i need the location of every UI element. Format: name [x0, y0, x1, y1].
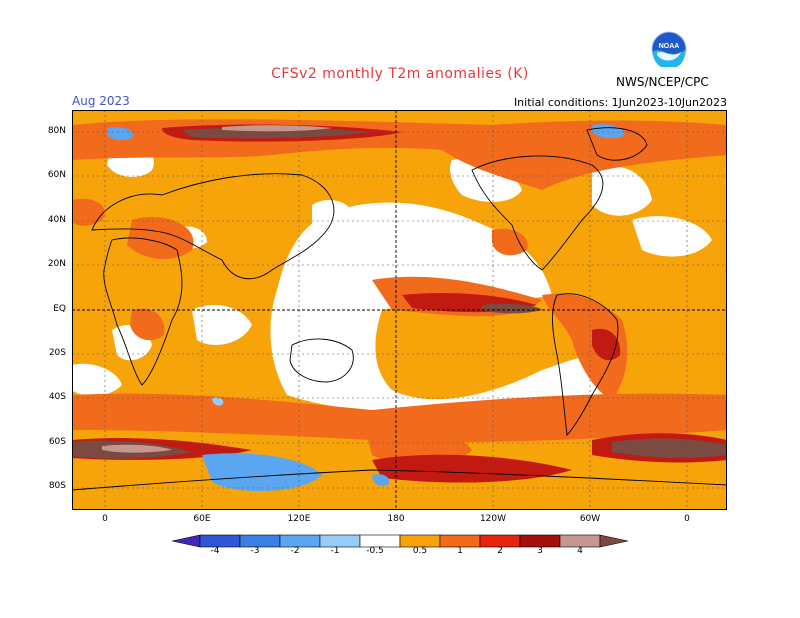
map-title: CFSv2 monthly T2m anomalies (K) [271, 66, 529, 82]
colorbar-segment [172, 534, 201, 548]
lat-label: 80S [48, 481, 66, 491]
lon-label: 120E [287, 514, 311, 524]
colorbar-label: 0.5 [412, 546, 428, 556]
lat-label: 40N [47, 215, 66, 225]
lon-label: 0 [684, 514, 690, 524]
colorbar-label: 2 [497, 546, 503, 556]
colorbar-label: 4 [577, 546, 583, 556]
initial-conditions: Initial conditions: 1Jun2023-10Jun2023 [513, 96, 727, 109]
colorbar [172, 534, 628, 548]
colorbar-segment [599, 534, 628, 548]
lat-label: 20N [47, 259, 66, 269]
lat-label: 80N [47, 126, 66, 136]
map-frame [72, 110, 727, 510]
colorbar-label: -0.5 [366, 546, 384, 556]
colorbar-label: -2 [290, 546, 300, 556]
agency-label: NWS/NCEP/CPC [616, 75, 709, 89]
colorbar-label: -1 [330, 546, 340, 556]
lat-label: 60S [48, 437, 66, 447]
noaa-logo: NOAA [651, 31, 687, 67]
coastlines [72, 127, 727, 491]
lat-label: EQ [53, 304, 66, 314]
lat-label: 60N [47, 170, 66, 180]
logo-text: NOAA [659, 43, 680, 50]
lon-label: 180 [387, 514, 405, 524]
lat-label: 20S [48, 348, 66, 358]
lon-label: 60E [193, 514, 211, 524]
colorbar-label: 3 [537, 546, 543, 556]
forecast-month: Aug 2023 [72, 94, 130, 108]
lon-label: 120W [479, 514, 507, 524]
lat-label: 40S [48, 392, 66, 402]
anomaly-map [72, 110, 727, 510]
warm-anomaly-3-4k [102, 125, 332, 453]
colorbar-label: 1 [457, 546, 463, 556]
colorbar-label: -3 [250, 546, 260, 556]
equator-and-dateline [72, 110, 727, 510]
lon-label: 0 [102, 514, 108, 524]
colorbar-label: -4 [210, 546, 220, 556]
lon-label: 60W [579, 514, 601, 524]
